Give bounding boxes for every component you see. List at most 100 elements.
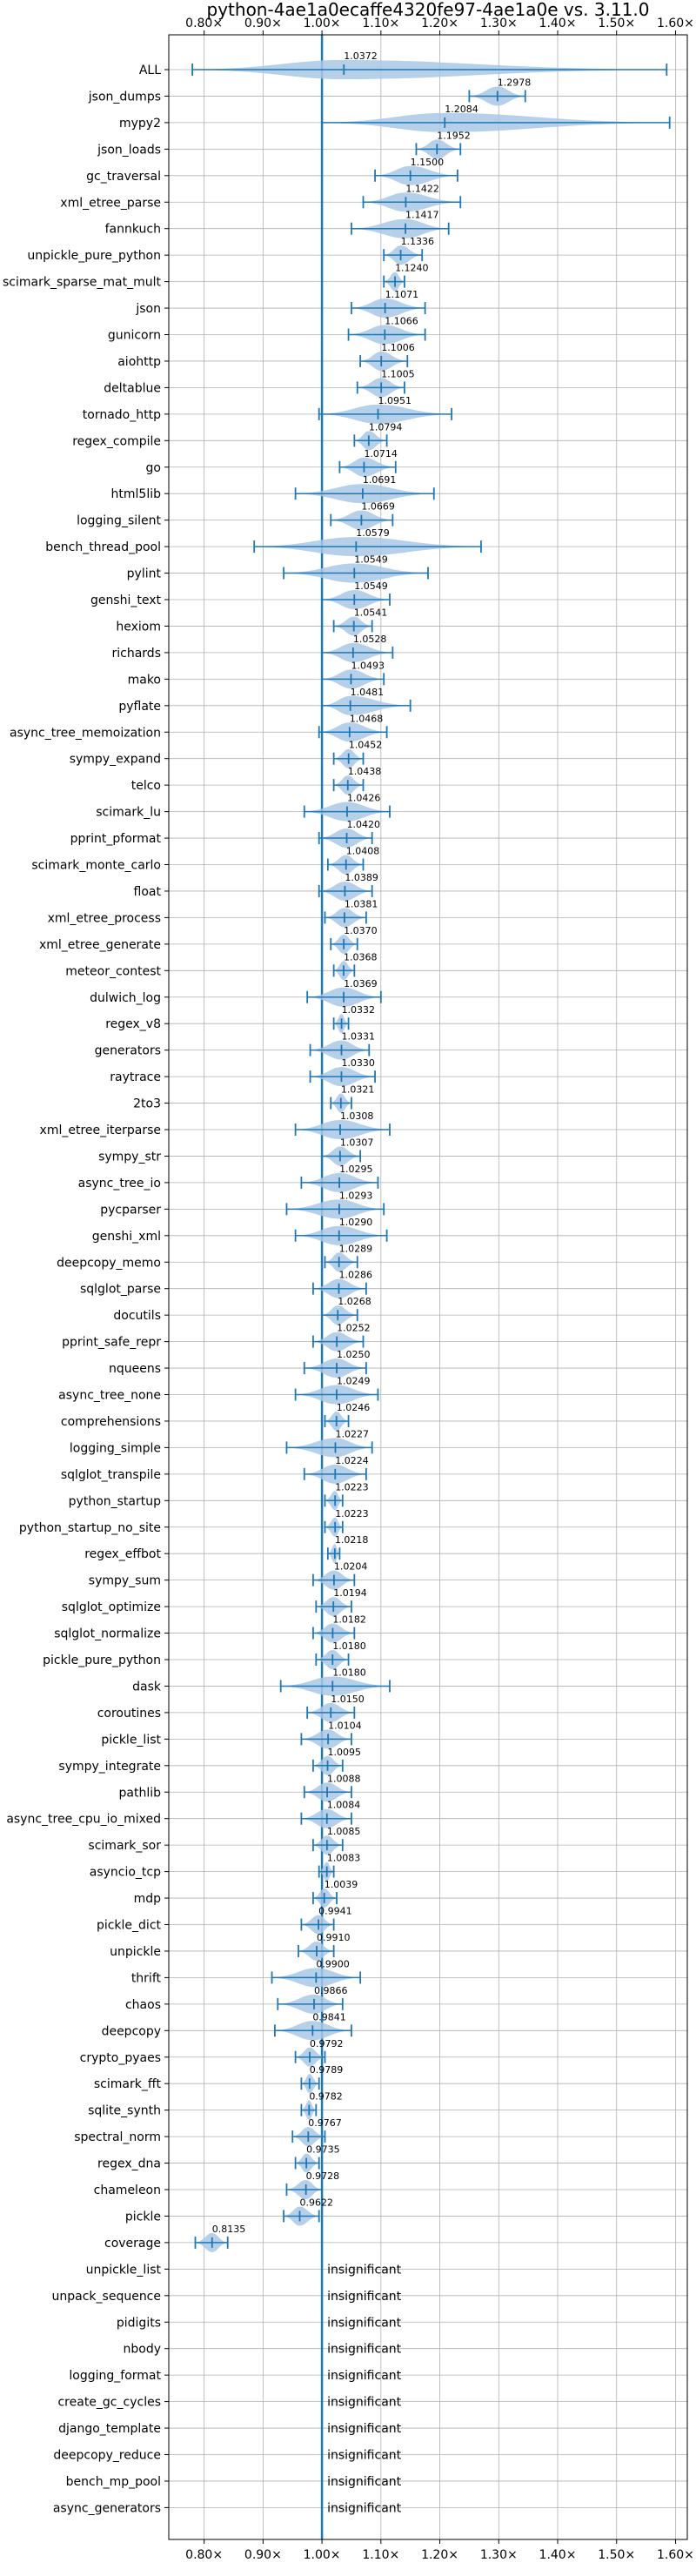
median-value-label: 1.1005: [381, 368, 415, 379]
median-value-label: 1.0331: [342, 1031, 376, 1043]
violin-group: 1.0104: [300, 1720, 362, 1749]
benchmark-label: json_loads: [97, 143, 161, 157]
median-value-label: 0.9910: [317, 1932, 351, 1943]
benchmark-label: async_tree_none: [58, 1389, 161, 1403]
benchmark-label: unpickle_pure_python: [27, 249, 161, 263]
violin-group: 1.1417: [351, 210, 450, 238]
benchmark-label: pickle_list: [101, 1733, 161, 1747]
median-value-label: 1.0227: [335, 1428, 369, 1439]
benchmark-label: aiohttp: [117, 355, 161, 369]
violin-group: 0.9789: [300, 2064, 343, 2094]
median-value-label: 1.0381: [345, 898, 378, 909]
benchmark-label: coverage: [104, 2237, 161, 2251]
x-tick-label-bottom: 0.80×: [185, 2548, 223, 2562]
x-tick-label-top: 1.30×: [480, 17, 518, 30]
benchmark-label: gc_traversal: [86, 170, 161, 184]
violin-group: 1.0408: [326, 846, 379, 875]
violin-group: 1.0372: [191, 50, 668, 79]
benchmark-label: async_tree_cpu_io_mixed: [6, 1813, 161, 1827]
violin-group: 0.9735: [294, 2144, 340, 2173]
median-value-label: 1.0250: [337, 1349, 371, 1360]
benchmark-label: json: [135, 302, 161, 316]
median-value-label: 1.0541: [354, 607, 388, 618]
benchmark-label: comprehensions: [61, 1415, 161, 1429]
violins: 1.0372 1.2978 1.2084 1.1952 1.1500 1.1422 1.14…: [191, 35, 671, 2539]
benchmark-label: async_tree_io: [78, 1177, 161, 1191]
violin-group: 1.0332: [332, 1004, 376, 1034]
benchmark-label: xml_etree_process: [48, 911, 161, 925]
violin-group: 1.0321: [330, 1084, 374, 1113]
median-value-label: 0.9866: [314, 1985, 348, 1996]
benchmark-label: create_gc_cycles: [57, 2396, 161, 2410]
benchmark-label: meteor_contest: [65, 964, 161, 978]
x-tick-label-bottom: 1.30×: [480, 2548, 518, 2562]
median-value-label: 1.0951: [378, 395, 412, 406]
benchmark-label: pprint_safe_repr: [62, 1336, 161, 1350]
median-value-label: 1.0493: [351, 660, 385, 671]
benchmark-label: crypto_pyaes: [80, 2051, 161, 2065]
median-value-label: 1.0088: [327, 1773, 361, 1784]
median-value-label: 1.1006: [381, 342, 415, 353]
violin-group: 1.0085: [312, 1826, 360, 1855]
benchmark-label: scimark_sparse_mat_mult: [3, 276, 161, 290]
median-value-label: 0.8135: [212, 2224, 246, 2235]
median-value-label: 1.0452: [349, 740, 383, 751]
violin-group: 1.0308: [294, 1110, 391, 1139]
benchmark-label: generators: [95, 1044, 161, 1058]
benchmark-label: coroutines: [97, 1707, 161, 1721]
violin-group: 0.9841: [274, 2011, 352, 2041]
benchmark-label: sympy_sum: [89, 1574, 161, 1588]
median-value-label: 1.0180: [332, 1667, 366, 1678]
benchmark-label: logging_silent: [77, 514, 161, 528]
benchmark-label: deepcopy: [102, 2024, 161, 2038]
violin-group: 1.0039: [312, 1879, 358, 1909]
violin-group: 1.0088: [303, 1773, 361, 1802]
benchmark-label: telco: [131, 779, 161, 793]
benchmark-label: nbody: [124, 2343, 162, 2357]
median-value-label: 1.0481: [351, 687, 385, 698]
violin-group: 1.0370: [330, 925, 378, 954]
benchmark-label: pickle_pure_python: [43, 1654, 161, 1667]
benchmark-label: sympy_expand: [70, 753, 161, 767]
benchmark-label: sympy_str: [98, 1150, 161, 1164]
violin-group: 1.2084: [321, 104, 671, 132]
median-value-label: 0.9735: [306, 2144, 340, 2156]
median-value-label: 1.0438: [348, 766, 382, 777]
benchmark-label: nqueens: [109, 1362, 161, 1376]
median-value-label: 1.0549: [354, 554, 388, 566]
violin-group: 1.1500: [374, 157, 458, 185]
violin-group: 1.0180: [315, 1640, 366, 1669]
benchmark-label: fannkuch: [105, 223, 161, 237]
benchmark-label: logging_simple: [70, 1441, 161, 1455]
x-tick-label-bottom: 1.10×: [362, 2548, 399, 2562]
x-tick-label-bottom: 1.60×: [657, 2548, 694, 2562]
violin-group: 1.0295: [300, 1164, 379, 1192]
x-tick-label-bottom: 1.40×: [539, 2548, 577, 2562]
violin-group: 0.9767: [291, 2117, 342, 2147]
median-value-label: 1.0204: [334, 1561, 368, 1573]
median-value-label: 1.0332: [342, 1004, 376, 1016]
violin-group: 1.0452: [332, 740, 383, 768]
median-value-label: 1.0579: [356, 527, 390, 539]
benchmark-label: html5lib: [111, 487, 162, 501]
violin-group: 1.1066: [347, 316, 426, 345]
benchmark-label: pprint_pformat: [70, 832, 162, 846]
benchmark-label: xml_etree_parse: [60, 196, 161, 210]
benchmark-label: sqlglot_transpile: [61, 1468, 161, 1482]
benchmark-label: go: [146, 461, 161, 475]
median-value-label: 1.0194: [333, 1587, 367, 1599]
benchmark-label: pidigits: [117, 2316, 161, 2330]
benchmark-label: chaos: [125, 1998, 161, 2012]
benchmark-label: bench_thread_pool: [45, 540, 161, 554]
violin-group: 1.0150: [306, 1694, 365, 1722]
median-value-label: 1.0223: [335, 1481, 369, 1493]
violin-group: 1.0549: [321, 580, 391, 609]
violin-group: 1.0246: [324, 1402, 370, 1431]
insignificant-label: insignificant: [327, 2396, 402, 2410]
x-tick-label-top: 1.40×: [539, 17, 577, 30]
benchmark-label: deepcopy_memo: [57, 1256, 161, 1270]
median-value-label: 1.0691: [363, 474, 397, 486]
benchmark-label: mypy2: [119, 117, 161, 131]
x-tick-label-top: 1.50×: [598, 17, 635, 30]
median-value-label: 1.0083: [327, 1853, 361, 1864]
